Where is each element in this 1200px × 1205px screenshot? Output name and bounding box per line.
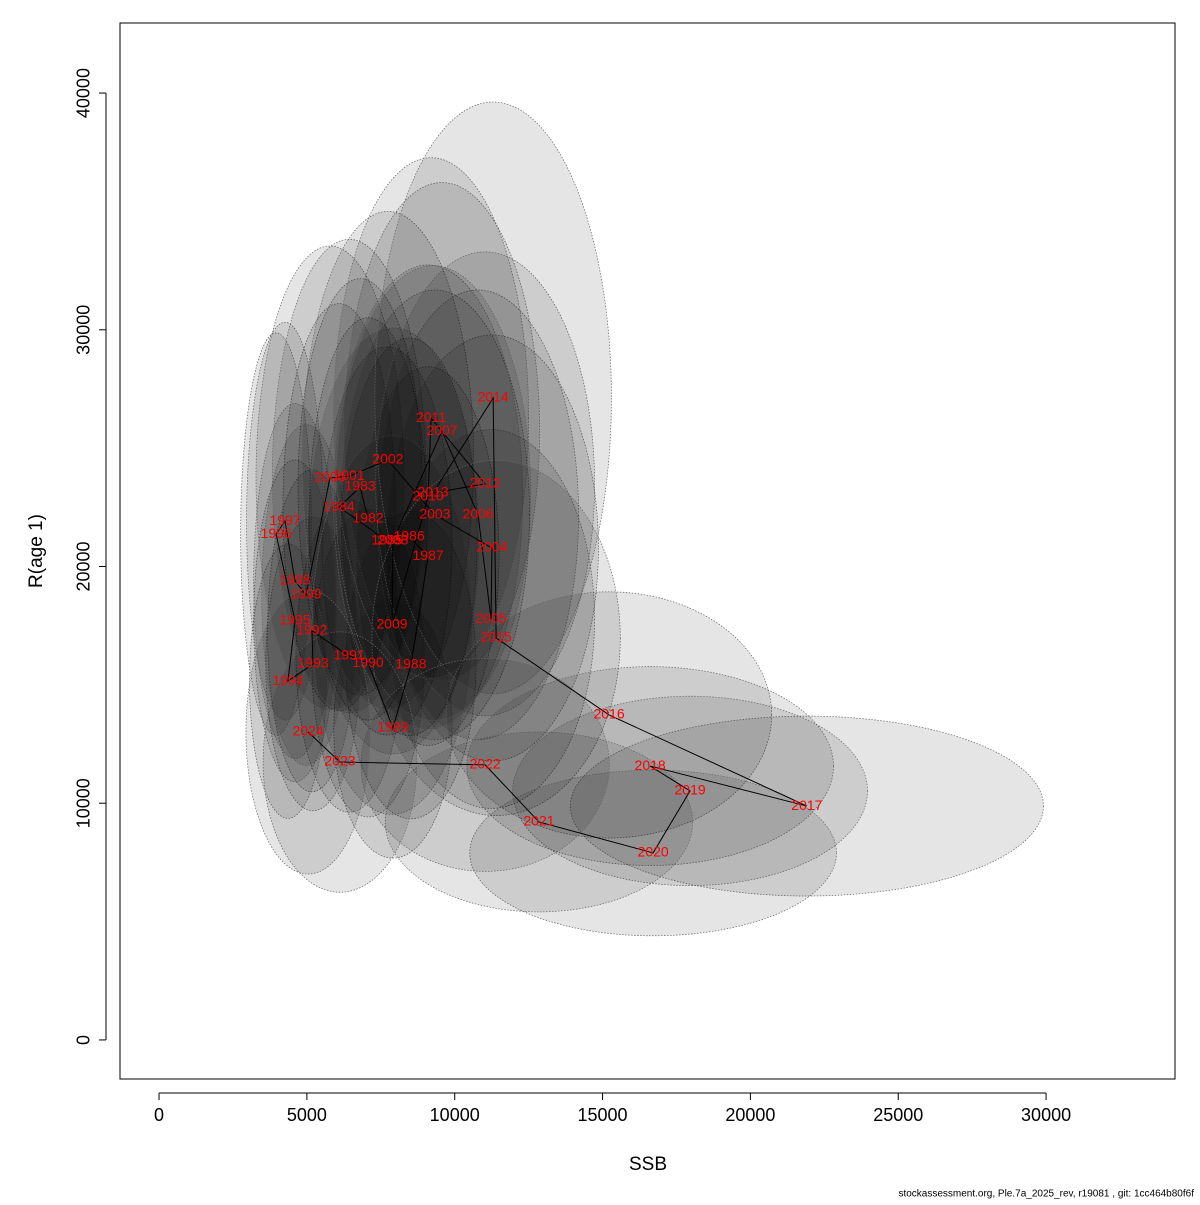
footer: stockassessment.org, Ple.7a_2025_rev, r1… xyxy=(898,1189,1194,1200)
year-label: 2013 xyxy=(418,484,449,500)
y-axis-title: R(age 1) xyxy=(26,514,47,588)
year-label: 2006 xyxy=(462,506,493,522)
y-tick-label: 10000 xyxy=(74,778,94,828)
y-tick-label: 20000 xyxy=(74,541,94,591)
year-label: 2011 xyxy=(416,409,446,425)
y-tick-label: 0 xyxy=(74,1035,94,1045)
year-label: 2017 xyxy=(791,797,822,813)
year-label: 2018 xyxy=(635,757,666,773)
year-label: 2010 xyxy=(413,488,444,504)
year-label: 1982 xyxy=(353,510,384,526)
year-label: 1986 xyxy=(394,528,425,544)
x-tick-label: 0 xyxy=(154,1105,164,1125)
year-label: 2003 xyxy=(419,506,450,522)
year-label: 1983 xyxy=(345,478,376,494)
plot-frame xyxy=(119,22,1176,1080)
year-label: 2020 xyxy=(638,844,669,860)
year-label: 2009 xyxy=(376,616,407,632)
year-label: 2014 xyxy=(478,389,509,405)
x-tick-label: 20000 xyxy=(725,1105,775,1125)
x-tick-label: 10000 xyxy=(430,1105,480,1125)
year-label: 1993 xyxy=(298,655,329,671)
year-label: 1996 xyxy=(261,525,292,541)
year-label: 1991 xyxy=(334,647,365,663)
year-label: 2001 xyxy=(334,467,365,483)
year-label: 2021 xyxy=(523,813,554,829)
year-label: 1994 xyxy=(272,672,303,688)
x-axis-title: SSB xyxy=(629,1154,667,1175)
year-label: 1984 xyxy=(324,498,355,514)
x-tick-label: 15000 xyxy=(578,1105,628,1125)
year-label: 1998 xyxy=(279,572,310,588)
x-tick-label: 30000 xyxy=(1021,1105,1071,1125)
y-tick-label: 40000 xyxy=(74,68,94,118)
year-label: 1985 xyxy=(371,532,402,548)
year-label: 2012 xyxy=(470,475,501,491)
year-label: 1988 xyxy=(395,656,426,672)
year-label: 1999 xyxy=(290,586,321,602)
year-label: 2024 xyxy=(292,723,323,739)
year-label: 2002 xyxy=(372,451,403,467)
year-label: 2004 xyxy=(476,539,507,555)
year-label: 2023 xyxy=(324,753,355,769)
year-label: 1990 xyxy=(353,654,384,670)
x-tick-label: 25000 xyxy=(873,1105,923,1125)
year-label: 1987 xyxy=(413,547,444,563)
year-label: 2005 xyxy=(476,610,507,626)
trajectory-line xyxy=(275,396,808,854)
year-label: 1992 xyxy=(296,622,327,638)
year-label: 1989 xyxy=(377,719,408,735)
year-label: 2016 xyxy=(593,706,624,722)
year-label: 2019 xyxy=(675,782,706,798)
year-label: 1997 xyxy=(269,512,300,528)
year-label: 1995 xyxy=(279,612,310,628)
year-label: 2008 xyxy=(377,532,408,548)
year-label: 2015 xyxy=(481,629,512,645)
year-label: 2000 xyxy=(314,469,345,485)
year-label: 2007 xyxy=(426,422,457,438)
year-label: 2022 xyxy=(470,756,501,772)
x-tick-label: 5000 xyxy=(287,1105,327,1125)
y-tick-label: 30000 xyxy=(74,305,94,355)
